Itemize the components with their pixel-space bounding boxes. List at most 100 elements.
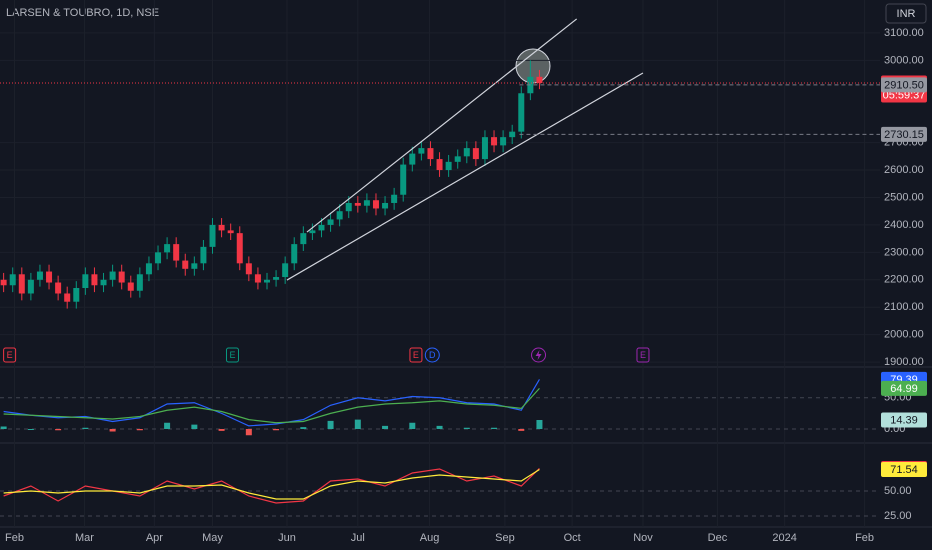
- candle-body: [182, 260, 189, 269]
- histogram-bar: [164, 422, 171, 429]
- candle-body: [254, 274, 261, 283]
- x-tick-label: 2024: [772, 532, 796, 544]
- candle-body: [218, 224, 225, 231]
- candle-body: [336, 211, 343, 220]
- event-icon: [3, 347, 17, 363]
- candle-body: [400, 164, 407, 195]
- indicator-line: [3, 468, 540, 500]
- histogram-bar: [409, 422, 416, 429]
- candle-body: [18, 274, 25, 294]
- histogram-bar: [27, 429, 34, 430]
- candle-body: [509, 131, 516, 138]
- histogram-bar: [327, 420, 334, 429]
- event-label: E: [413, 350, 419, 360]
- candle-body: [291, 244, 298, 264]
- x-tick-label: Mar: [75, 532, 94, 544]
- price-tag-bg: [881, 77, 927, 93]
- candle-body: [382, 202, 389, 209]
- event-label: E: [229, 350, 235, 360]
- event-icon: [424, 347, 440, 363]
- candle-body: [354, 202, 361, 206]
- value-tag: 14.39: [890, 414, 918, 426]
- candle-body: [500, 137, 507, 146]
- y-tick-label: 2000.00: [884, 329, 924, 341]
- histogram-bar: [491, 427, 498, 429]
- x-tick-label: Jun: [278, 532, 296, 544]
- candle-body: [273, 277, 280, 280]
- y-tick-label: 3000.00: [884, 54, 924, 66]
- price-tag: 2730.15: [884, 129, 924, 141]
- candle-body: [245, 263, 252, 275]
- candle-body: [145, 263, 152, 275]
- histogram-bar: [109, 429, 116, 432]
- histogram-bar: [463, 427, 470, 429]
- event-bolt: [535, 350, 542, 360]
- histogram-bar: [82, 427, 89, 429]
- x-tick-label: Nov: [633, 532, 653, 544]
- y-tick-label: 25.00: [884, 510, 912, 522]
- y-tick-label: 50.00: [884, 485, 912, 497]
- currency-button[interactable]: [885, 3, 927, 24]
- histogram-bar: [354, 419, 361, 429]
- candle-body: [91, 274, 98, 286]
- trend-line: [306, 18, 578, 233]
- x-tick-label: Jul: [351, 532, 365, 544]
- y-tick-label: 2600.00: [884, 164, 924, 176]
- currency-label[interactable]: INR: [897, 8, 916, 20]
- candle-body: [0, 279, 7, 286]
- histogram-bar: [382, 425, 389, 429]
- candle-body: [472, 148, 479, 160]
- histogram-bar: [436, 425, 443, 429]
- histogram-bar: [218, 429, 225, 431]
- candle-body: [64, 293, 71, 302]
- value-tag-bg: [881, 380, 927, 396]
- candle-body: [454, 156, 461, 162]
- value-tag-bg: [881, 412, 927, 428]
- candle-body: [327, 219, 334, 225]
- candle-body: [518, 93, 525, 132]
- candle-body: [436, 159, 443, 171]
- value-tag: 64.99: [890, 383, 918, 395]
- candle-body: [73, 288, 80, 302]
- y-tick-label: 2500.00: [884, 191, 924, 203]
- candle-body: [481, 137, 488, 160]
- candle-body: [55, 282, 62, 294]
- candle-body: [100, 279, 107, 286]
- y-tick-label: 2400.00: [884, 219, 924, 231]
- event-label: E: [640, 350, 646, 360]
- x-tick-label: Sep: [495, 532, 515, 544]
- candle-body: [46, 271, 53, 283]
- candle-body: [363, 200, 370, 206]
- x-tick-label: Feb: [855, 532, 874, 544]
- candle-body: [27, 279, 34, 294]
- candle-body: [118, 271, 125, 283]
- y-tick-label: 2100.00: [884, 301, 924, 313]
- candle-body: [463, 148, 470, 157]
- event-icon: [531, 347, 547, 363]
- candle-body: [409, 153, 416, 165]
- y-tick-label: 3100.00: [884, 27, 924, 39]
- price-tag-bg: [881, 126, 927, 142]
- candle-body: [309, 230, 316, 234]
- value-tag-bg: [881, 461, 927, 477]
- histogram-bar: [536, 420, 543, 429]
- indicator-line: [3, 468, 540, 504]
- x-tick-label: May: [202, 532, 223, 544]
- candle-body: [36, 271, 43, 280]
- x-tick-label: Feb: [5, 532, 24, 544]
- candle-body: [200, 246, 207, 264]
- candle-body: [164, 244, 171, 253]
- indicator-line: [3, 387, 540, 424]
- candle-body: [227, 230, 234, 234]
- histogram-bar: [136, 429, 143, 431]
- histogram-bar: [518, 429, 525, 431]
- price-tag: 2910.50: [884, 79, 924, 91]
- x-tick-label: Apr: [146, 532, 163, 544]
- trend-line: [286, 72, 644, 281]
- candle-body: [173, 244, 180, 261]
- candle-body: [109, 271, 116, 280]
- symbol-title: LARSEN & TOUBRO, 1D, NSE: [6, 7, 159, 19]
